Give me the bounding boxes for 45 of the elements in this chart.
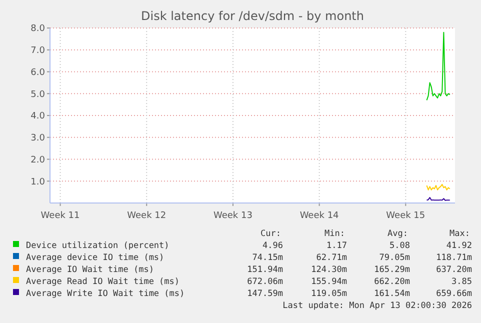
- text: 637.20m: [436, 265, 472, 275]
- x-tick-label: Week 14: [300, 211, 340, 221]
- text: Avg:: [388, 229, 408, 239]
- text: 118.71m: [436, 253, 472, 263]
- text: 155.94m: [311, 277, 347, 287]
- y-tick-label: 1.0: [30, 177, 46, 188]
- y-tick-label: 7.0: [30, 46, 46, 56]
- y-tick-label: 5.0: [30, 90, 46, 100]
- text: 124.30m: [311, 265, 347, 275]
- legend-label: Average Write IO Wait time (ms): [26, 289, 185, 299]
- chart-title: Disk latency for /dev/sdm - by month: [141, 9, 364, 23]
- text: Max:: [450, 229, 470, 239]
- line-series: [426, 32, 450, 101]
- text: 41.92: [446, 241, 472, 251]
- text: 659.66m: [436, 289, 472, 299]
- text: 62.71m: [316, 253, 347, 263]
- text: 165.29m: [374, 265, 410, 275]
- x-tick-label: Week 11: [40, 211, 80, 221]
- text: Last update: Mon Apr 13 02:00:30 2026: [282, 301, 472, 311]
- text: 4.96: [262, 241, 283, 251]
- text: 79.05m: [379, 253, 410, 263]
- text: 672.06m: [247, 277, 283, 287]
- legend-label: Average Read IO Wait time (ms): [26, 277, 180, 287]
- text: Cur:: [260, 229, 281, 239]
- x-tick-label: Week 13: [213, 211, 252, 221]
- legend-label: Average IO Wait time (ms): [26, 265, 154, 275]
- y-tick-label: 3.0: [30, 134, 46, 144]
- text: 3.85: [452, 277, 472, 287]
- text: 151.94m: [247, 265, 283, 275]
- legend-label: Device utilization (percent): [26, 241, 170, 251]
- x-tick-label: Week 12: [127, 211, 166, 221]
- text: 119.05m: [311, 289, 347, 299]
- legend-label: Average device IO time (ms): [26, 253, 164, 263]
- text: 147.59m: [247, 289, 283, 299]
- text: 74.15m: [252, 253, 283, 263]
- text: Min:: [324, 229, 345, 239]
- text: 1.17: [326, 241, 347, 251]
- y-tick-label: 4.0: [30, 112, 46, 122]
- x-tick-label: Week 15: [386, 211, 426, 221]
- y-tick-label: 8.0: [30, 24, 46, 34]
- text: 662.20m: [374, 277, 410, 287]
- y-tick-label: 6.0: [30, 68, 46, 78]
- text: 5.08: [390, 241, 410, 251]
- y-tick-label: 2.0: [30, 155, 46, 166]
- text: 161.54m: [374, 289, 410, 299]
